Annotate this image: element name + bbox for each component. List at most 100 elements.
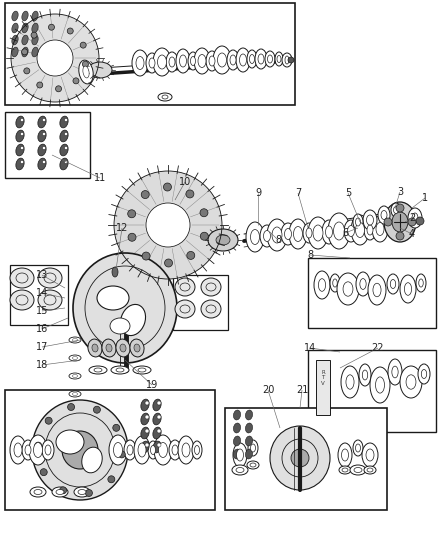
Ellipse shape	[42, 440, 54, 460]
Bar	[10, 265, 68, 325]
Ellipse shape	[73, 253, 177, 363]
Text: 15: 15	[36, 306, 48, 316]
Ellipse shape	[349, 465, 365, 475]
Ellipse shape	[127, 445, 133, 455]
Bar	[315, 360, 329, 415]
Ellipse shape	[94, 368, 102, 372]
Ellipse shape	[32, 11, 38, 21]
Ellipse shape	[60, 144, 68, 156]
Ellipse shape	[362, 210, 376, 230]
Ellipse shape	[32, 23, 38, 33]
Ellipse shape	[236, 449, 243, 461]
Ellipse shape	[226, 50, 238, 70]
Ellipse shape	[111, 366, 129, 374]
Ellipse shape	[138, 443, 146, 457]
Ellipse shape	[201, 278, 220, 296]
Ellipse shape	[293, 227, 302, 241]
Ellipse shape	[336, 273, 358, 305]
Text: 11: 11	[94, 173, 106, 183]
Ellipse shape	[22, 440, 34, 460]
Ellipse shape	[420, 369, 426, 378]
Ellipse shape	[342, 282, 352, 296]
Ellipse shape	[345, 375, 353, 389]
Ellipse shape	[31, 32, 37, 38]
Ellipse shape	[72, 357, 78, 359]
Text: 6: 6	[341, 228, 347, 238]
Ellipse shape	[231, 465, 247, 475]
Ellipse shape	[347, 225, 354, 237]
Ellipse shape	[109, 435, 127, 465]
Ellipse shape	[363, 466, 375, 474]
Ellipse shape	[337, 443, 351, 467]
Ellipse shape	[313, 271, 329, 299]
Ellipse shape	[145, 415, 148, 419]
Ellipse shape	[108, 476, 115, 483]
Ellipse shape	[152, 427, 161, 439]
Ellipse shape	[48, 24, 54, 30]
Ellipse shape	[358, 364, 370, 386]
Ellipse shape	[60, 487, 67, 494]
Ellipse shape	[245, 410, 252, 420]
Ellipse shape	[288, 219, 306, 249]
Ellipse shape	[146, 203, 190, 247]
Ellipse shape	[34, 489, 42, 495]
Ellipse shape	[38, 158, 46, 170]
Ellipse shape	[88, 339, 102, 357]
Ellipse shape	[73, 78, 79, 84]
Ellipse shape	[69, 355, 81, 361]
Ellipse shape	[127, 210, 135, 218]
Ellipse shape	[42, 147, 46, 149]
Ellipse shape	[97, 286, 129, 310]
Ellipse shape	[102, 339, 116, 357]
Ellipse shape	[45, 445, 51, 455]
Ellipse shape	[130, 339, 144, 357]
Ellipse shape	[263, 230, 270, 241]
Ellipse shape	[11, 14, 99, 102]
Ellipse shape	[148, 441, 158, 459]
Ellipse shape	[110, 318, 130, 334]
Ellipse shape	[415, 274, 425, 292]
Ellipse shape	[341, 449, 348, 461]
Ellipse shape	[258, 54, 263, 64]
Bar	[5, 390, 215, 510]
Text: 14: 14	[303, 343, 315, 353]
Ellipse shape	[133, 366, 151, 374]
Ellipse shape	[417, 364, 429, 384]
Ellipse shape	[62, 431, 98, 469]
Ellipse shape	[353, 467, 361, 472]
Ellipse shape	[32, 35, 38, 45]
Ellipse shape	[88, 62, 112, 78]
Ellipse shape	[56, 430, 84, 454]
Ellipse shape	[387, 359, 401, 385]
Ellipse shape	[21, 118, 24, 122]
Ellipse shape	[383, 218, 391, 226]
Ellipse shape	[35, 442, 42, 449]
Text: 13: 13	[36, 270, 48, 280]
Ellipse shape	[399, 275, 415, 303]
Ellipse shape	[407, 208, 421, 228]
Text: 1: 1	[421, 193, 427, 203]
Ellipse shape	[250, 444, 255, 452]
Ellipse shape	[186, 252, 194, 260]
Ellipse shape	[56, 489, 64, 495]
Ellipse shape	[162, 95, 168, 99]
Ellipse shape	[22, 23, 28, 33]
Ellipse shape	[377, 206, 389, 224]
Ellipse shape	[361, 443, 377, 467]
Ellipse shape	[333, 222, 344, 240]
Ellipse shape	[403, 282, 411, 295]
Ellipse shape	[106, 344, 112, 352]
Ellipse shape	[42, 133, 46, 135]
Ellipse shape	[372, 283, 380, 297]
Ellipse shape	[21, 49, 28, 55]
Ellipse shape	[93, 406, 100, 413]
Ellipse shape	[22, 11, 28, 21]
Ellipse shape	[236, 48, 249, 72]
Ellipse shape	[367, 275, 385, 305]
Ellipse shape	[72, 375, 78, 377]
Ellipse shape	[146, 53, 158, 73]
Ellipse shape	[249, 54, 254, 63]
Ellipse shape	[374, 377, 384, 393]
Ellipse shape	[249, 463, 255, 467]
Ellipse shape	[392, 206, 398, 214]
